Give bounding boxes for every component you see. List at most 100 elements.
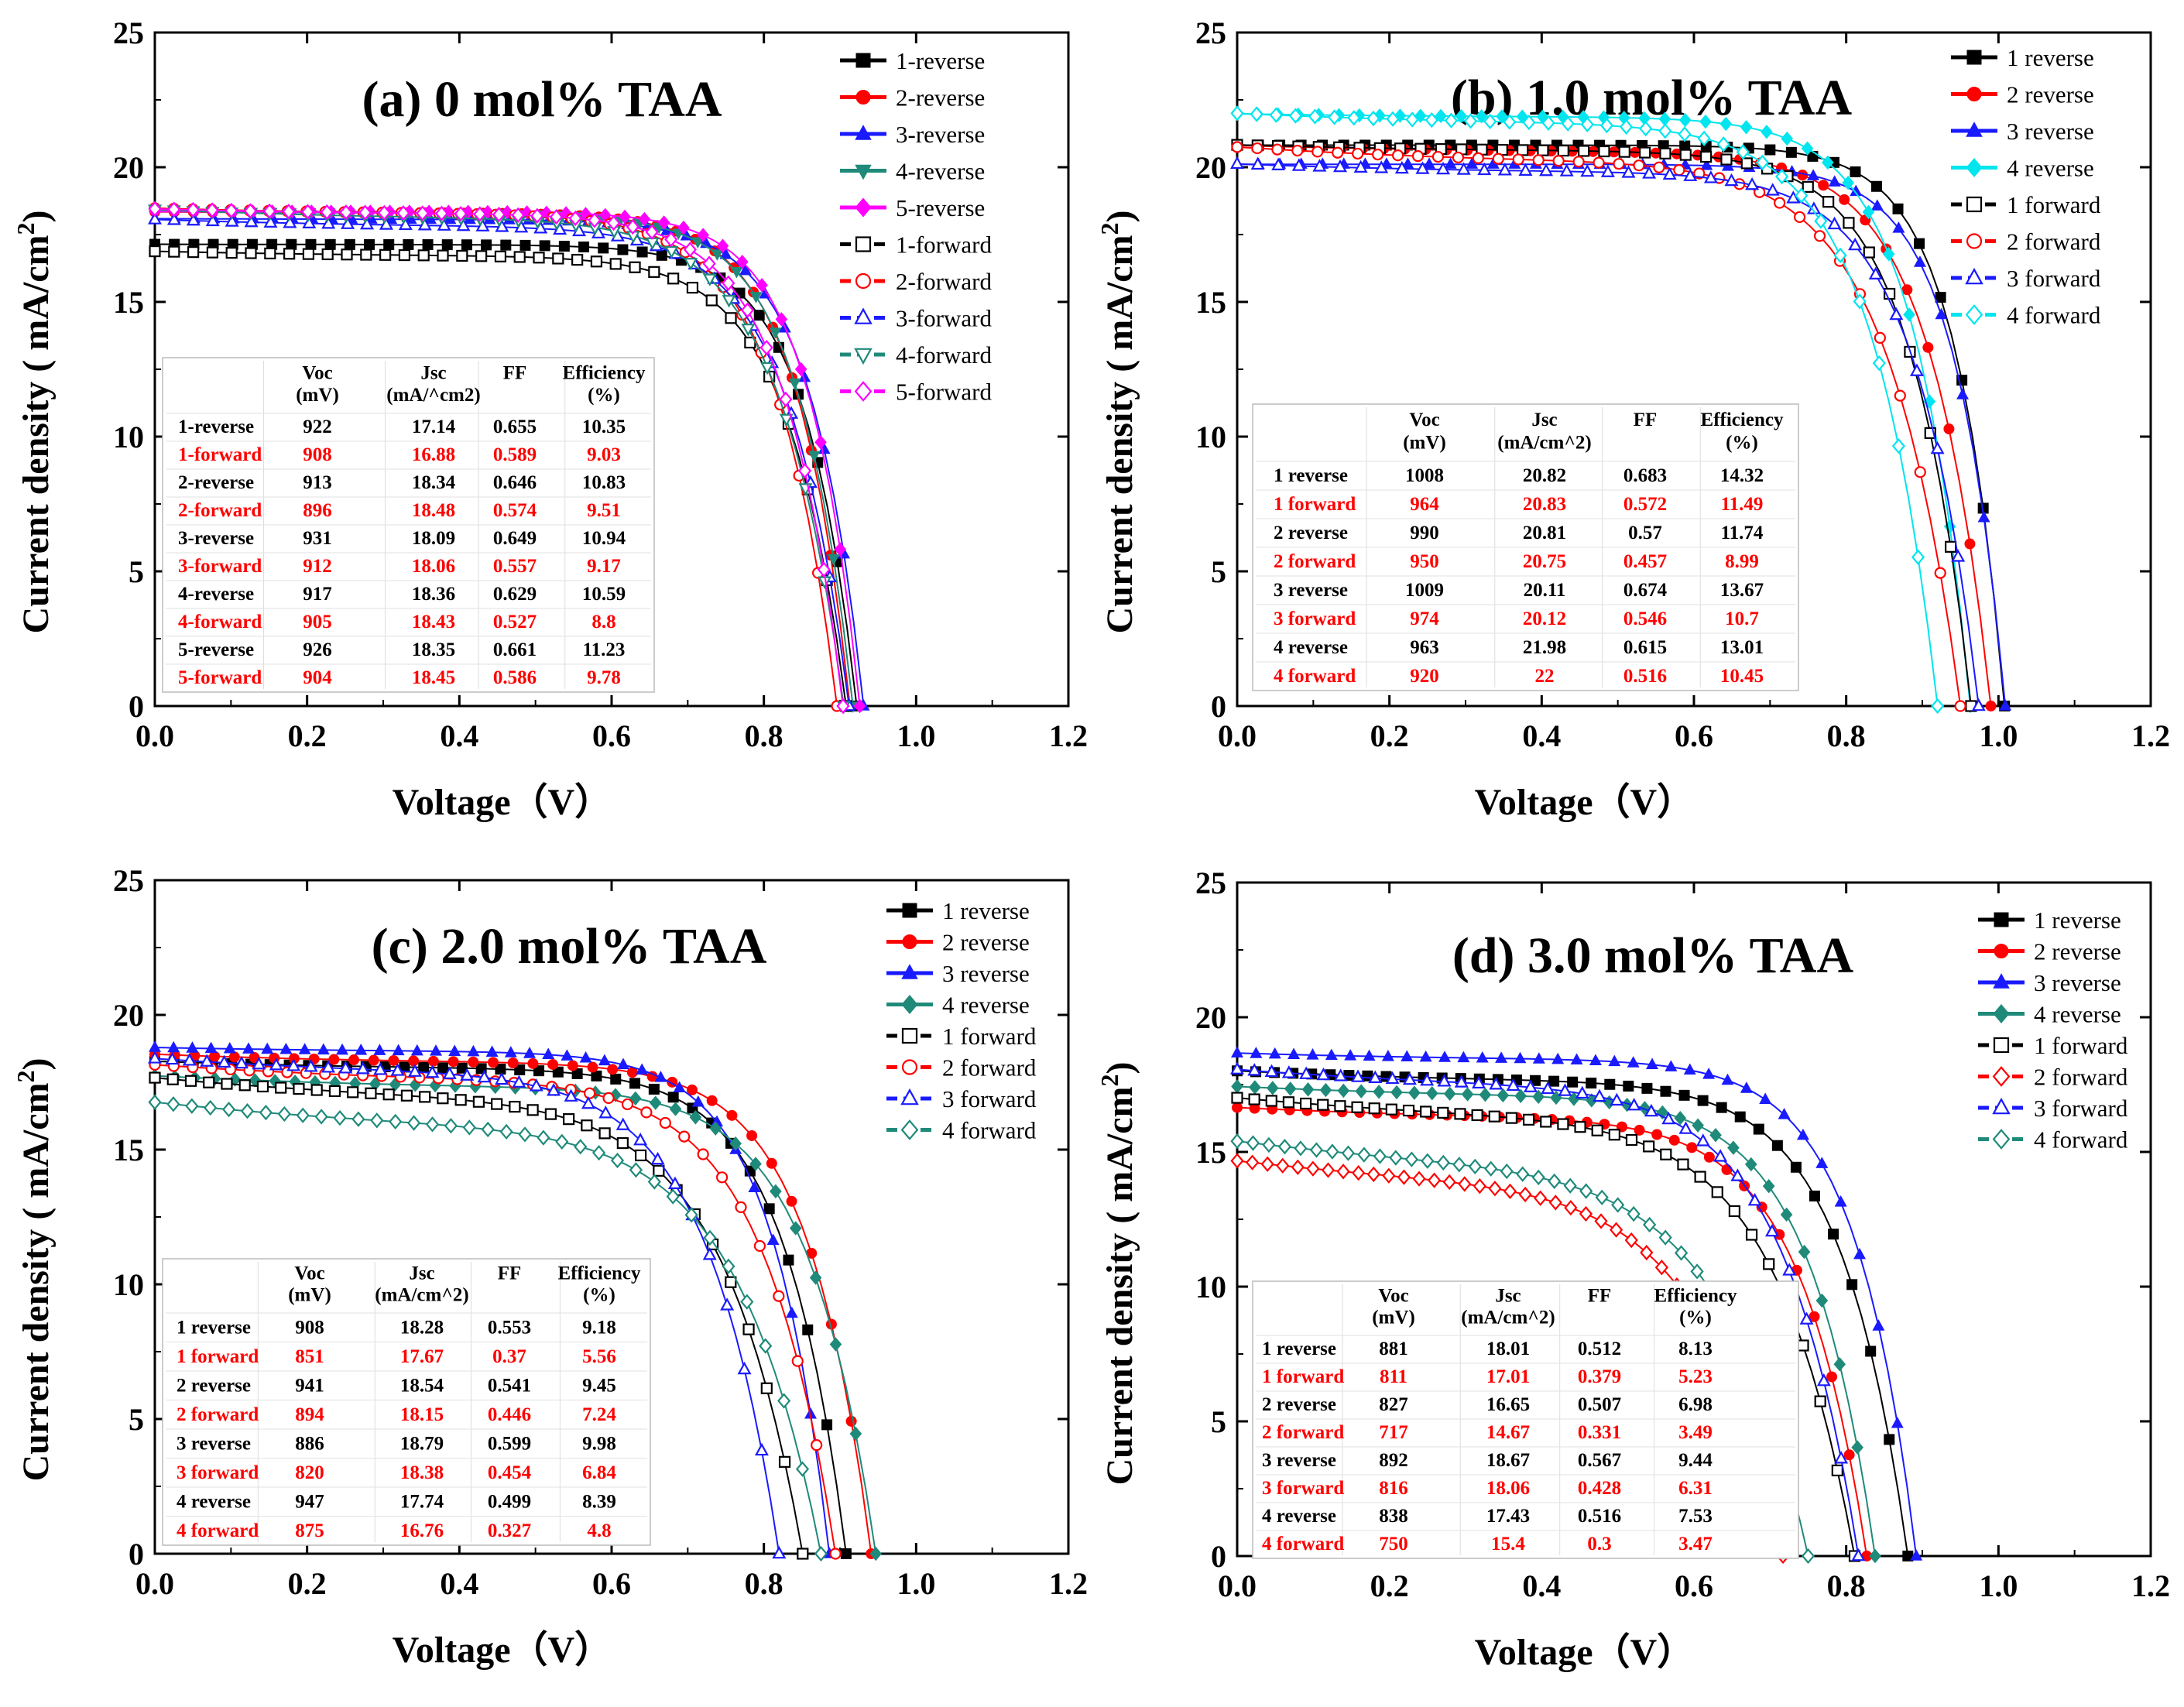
data-point	[184, 1075, 197, 1087]
table-row-label: 2 reverse	[1262, 1394, 1336, 1415]
data-point	[419, 1091, 431, 1103]
data-point	[355, 1061, 370, 1075]
table-cell: 13.67	[1720, 580, 1764, 601]
data-point	[568, 210, 582, 227]
data-point	[1734, 1111, 1746, 1123]
data-point	[737, 1361, 752, 1375]
table-row-label: 1 forward	[1262, 1366, 1344, 1387]
table-row-label: 2-reverse	[178, 472, 254, 493]
data-point	[321, 248, 334, 261]
table-header: FF	[498, 1263, 522, 1284]
data-point	[1579, 1205, 1593, 1222]
y-tick-label: 25	[1195, 865, 1226, 900]
data-point	[1389, 1150, 1403, 1166]
data-point	[1755, 154, 1770, 171]
data-point	[1496, 109, 1508, 124]
y-tick-label: 15	[1195, 285, 1226, 320]
data-point	[243, 203, 258, 219]
data-point	[252, 1057, 266, 1070]
data-point	[791, 1355, 804, 1367]
x-tick-label: 1.0	[897, 718, 935, 753]
table-cell: 0.674	[1623, 580, 1668, 601]
data-point	[1341, 1145, 1355, 1161]
data-point	[293, 1082, 305, 1095]
data-point	[788, 378, 801, 390]
series-1-forward	[1231, 139, 1977, 712]
data-point	[1798, 1244, 1811, 1260]
data-point	[1306, 1160, 1320, 1177]
data-point	[1853, 1247, 1867, 1260]
data-point	[1834, 1451, 1849, 1464]
data-point	[454, 1094, 467, 1106]
data-point	[1483, 113, 1497, 130]
data-point	[167, 201, 181, 218]
legend-marker	[855, 197, 872, 218]
table-cell: 7.53	[1678, 1506, 1713, 1527]
data-point	[1834, 1195, 1847, 1207]
data-point	[722, 1258, 735, 1274]
table-cell: 896	[303, 500, 332, 521]
chart-panel-c: 0.0 0.2 0.4 0.6 0.8 1.0 1.2 0 5 10 15 20 25 Voltage（V…	[12, 863, 1088, 1671]
legend-label: 1 forward	[2007, 191, 2101, 218]
table-cell: 0.615	[1623, 637, 1667, 658]
data-point	[360, 216, 375, 230]
data-point	[277, 1105, 291, 1123]
data-point	[552, 252, 564, 265]
data-point	[1372, 148, 1384, 161]
table-row-label: 4 reverse	[1262, 1506, 1336, 1527]
data-point	[1724, 173, 1739, 187]
data-point	[1909, 363, 1924, 376]
y-axis-title-end: )	[1099, 210, 1140, 222]
data-point	[1548, 1075, 1560, 1087]
data-point	[571, 1068, 583, 1079]
data-point	[529, 1078, 543, 1092]
data-point	[1276, 1157, 1290, 1174]
table-cell: 6.31	[1678, 1478, 1713, 1499]
legend-marker	[855, 164, 872, 180]
data-point	[746, 1129, 758, 1141]
chart-panel-d: 0.0 0.2 0.4 0.6 0.8 1.0 1.2 0 5 10 15 20 25 Voltage（V…	[1095, 865, 2170, 1673]
data-point	[1765, 183, 1780, 196]
data-point	[1269, 107, 1283, 123]
data-point	[1288, 108, 1302, 124]
data-point	[544, 1108, 557, 1120]
data-point	[1301, 1082, 1315, 1097]
table-cell: 964	[1410, 494, 1439, 515]
x-tick-label: 1.2	[1049, 1566, 1088, 1601]
data-point	[242, 1042, 255, 1054]
table-header: FF	[1634, 410, 1658, 430]
data-point	[691, 237, 705, 249]
data-point	[590, 255, 603, 268]
table-header-unit: (%)	[583, 1285, 615, 1306]
legend-marker	[1966, 87, 1982, 101]
data-point	[403, 238, 414, 250]
data-point	[654, 1071, 667, 1082]
data-point	[834, 542, 847, 557]
data-point	[1642, 166, 1657, 179]
data-point	[779, 391, 793, 407]
data-point	[1745, 1229, 1758, 1241]
data-point	[547, 1058, 559, 1070]
data-point	[437, 1092, 449, 1105]
data-point	[1815, 1293, 1829, 1308]
data-point	[392, 1044, 405, 1056]
data-point	[473, 206, 487, 222]
data-point	[783, 1254, 794, 1266]
data-point	[1452, 151, 1465, 164]
data-point	[1366, 110, 1380, 127]
legend-label: 3 forward	[2007, 265, 2101, 292]
data-point	[1250, 1047, 1263, 1058]
data-point	[205, 202, 219, 218]
data-point	[1654, 1260, 1668, 1276]
table-row-label: 2 forward	[1262, 1422, 1344, 1443]
legend-marker	[1992, 1097, 2011, 1115]
data-point	[1713, 1149, 1728, 1162]
x-tick-label: 0.4	[1522, 718, 1561, 753]
table-header: Jsc	[409, 1263, 434, 1284]
data-point	[1782, 1263, 1797, 1276]
data-point	[1518, 1186, 1532, 1203]
legend-label: 3 reverse	[2034, 969, 2121, 996]
data-point	[166, 1073, 179, 1085]
data-point	[487, 1057, 499, 1068]
table-cell: 8.99	[1725, 551, 1759, 572]
